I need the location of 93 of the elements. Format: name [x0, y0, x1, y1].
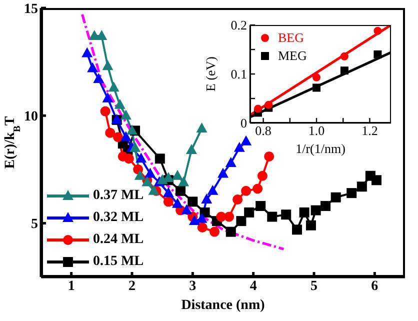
- point: [93, 73, 104, 84]
- point: [225, 156, 236, 167]
- legend-label: 0.32 ML: [93, 210, 144, 226]
- point: [102, 92, 114, 102]
- point: [87, 62, 98, 72]
- x-tick-label: 1.2: [362, 123, 378, 138]
- point: [120, 110, 132, 120]
- point: [264, 151, 274, 162]
- point: [264, 100, 273, 109]
- point: [114, 98, 126, 109]
- point: [346, 188, 357, 198]
- point: [306, 220, 316, 230]
- legend-label: 0.37 ML: [93, 188, 144, 204]
- point: [162, 187, 174, 198]
- point: [188, 196, 198, 207]
- x-tick-label: 6: [371, 278, 378, 294]
- point: [226, 226, 236, 237]
- point: [320, 200, 331, 211]
- point: [196, 122, 208, 133]
- point: [292, 224, 302, 235]
- point: [201, 194, 212, 204]
- x-tick-label: 1.0: [308, 123, 325, 138]
- point: [102, 60, 114, 70]
- point: [130, 142, 141, 152]
- point: [144, 168, 156, 178]
- point: [172, 198, 183, 208]
- point: [244, 207, 254, 218]
- point: [113, 132, 124, 142]
- point: [120, 131, 132, 142]
- y-tick-label: 15: [24, 2, 38, 17]
- point: [82, 47, 93, 58]
- legend-label: 0.15 ML: [93, 254, 144, 270]
- y-axis-title: E (eV): [203, 56, 218, 92]
- point: [196, 212, 208, 223]
- point: [218, 168, 228, 178]
- point: [310, 205, 321, 216]
- point: [240, 135, 252, 146]
- point: [356, 182, 367, 192]
- point: [281, 210, 292, 220]
- point: [108, 82, 120, 92]
- x-axis-title: Distance (nm): [181, 298, 266, 313]
- point: [105, 128, 116, 138]
- y-tick-label: 10: [24, 110, 38, 125]
- point: [134, 170, 146, 180]
- point: [124, 154, 134, 164]
- point: [224, 212, 234, 222]
- point: [340, 66, 348, 75]
- point: [176, 186, 186, 196]
- x-tick-label: 3: [189, 278, 196, 294]
- point: [126, 124, 138, 135]
- x-tick-label: 4: [250, 278, 257, 294]
- point: [188, 215, 200, 226]
- x-tick-label: 5: [310, 278, 318, 294]
- point: [232, 194, 243, 205]
- point: [136, 152, 147, 163]
- point: [197, 222, 208, 233]
- point: [374, 50, 382, 58]
- point: [312, 84, 321, 92]
- point: [236, 216, 246, 226]
- point: [257, 170, 268, 181]
- point: [267, 212, 278, 222]
- y-tick-label: 0.1: [230, 66, 247, 82]
- point: [181, 204, 192, 214]
- point: [163, 196, 174, 207]
- point: [210, 226, 220, 237]
- point: [256, 200, 266, 211]
- point: [299, 207, 310, 218]
- point: [186, 144, 197, 154]
- point: [252, 184, 263, 194]
- x-tick-label: 0.8: [255, 123, 272, 138]
- point: [172, 170, 183, 180]
- point: [154, 154, 165, 164]
- y-tick-label: 0.2: [230, 18, 247, 33]
- point: [254, 104, 262, 113]
- legend-label: BEG: [278, 30, 304, 46]
- point: [371, 175, 382, 186]
- point: [312, 73, 321, 82]
- point: [178, 176, 190, 186]
- point: [241, 186, 252, 196]
- x-tick-label: 1: [68, 278, 75, 294]
- point: [100, 106, 110, 116]
- y-tick-label: 0: [240, 116, 247, 131]
- point: [234, 142, 245, 152]
- point: [340, 52, 348, 60]
- legend-label: 0.24 ML: [93, 232, 144, 248]
- point: [148, 184, 160, 195]
- legend-label: MEG: [278, 48, 307, 64]
- x-axis-title: 1/r(1/nm): [296, 141, 346, 156]
- point: [374, 26, 382, 35]
- y-tick-label: 5: [31, 217, 38, 232]
- point: [207, 184, 218, 195]
- point: [330, 192, 341, 202]
- x-tick-label: 2: [128, 278, 136, 294]
